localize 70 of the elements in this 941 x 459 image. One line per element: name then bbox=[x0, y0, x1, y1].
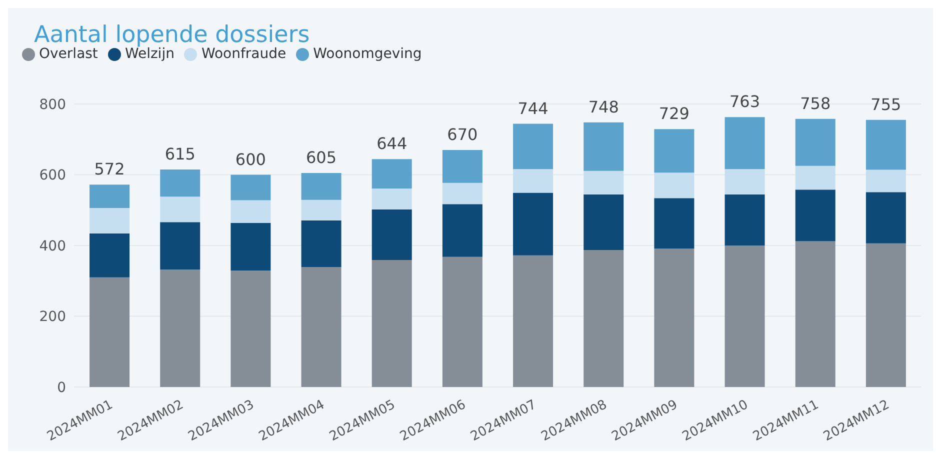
bar bbox=[372, 260, 412, 387]
bar bbox=[230, 222, 271, 271]
bar bbox=[724, 246, 765, 387]
bar bbox=[795, 118, 836, 166]
bar bbox=[90, 277, 130, 387]
y-tick-label: 200 bbox=[39, 309, 66, 326]
legend-label: Welzijn bbox=[124, 46, 174, 62]
bar bbox=[866, 120, 906, 170]
bar bbox=[372, 159, 412, 189]
chart-title: Aantal lopende dossiers bbox=[34, 22, 310, 48]
total-label: 744 bbox=[518, 98, 548, 118]
y-tick-label: 400 bbox=[39, 238, 66, 254]
bar bbox=[160, 196, 200, 222]
bar bbox=[301, 220, 342, 268]
total-label: 763 bbox=[730, 92, 760, 112]
bar bbox=[584, 194, 624, 250]
bar bbox=[230, 200, 271, 223]
y-tick-label: 0 bbox=[57, 380, 66, 396]
total-label: 644 bbox=[376, 134, 408, 154]
bar bbox=[160, 169, 200, 197]
bar bbox=[584, 250, 624, 387]
y-tick-label: 600 bbox=[39, 168, 66, 184]
bar bbox=[442, 204, 482, 257]
bar bbox=[513, 169, 554, 193]
total-label: 615 bbox=[164, 144, 196, 164]
bar bbox=[90, 233, 130, 278]
bar bbox=[654, 172, 694, 198]
total-label: 729 bbox=[658, 104, 690, 124]
bar bbox=[866, 243, 906, 387]
total-label: 572 bbox=[94, 160, 125, 179]
bar bbox=[513, 192, 554, 256]
bar bbox=[372, 209, 412, 260]
bar bbox=[90, 184, 130, 208]
bar bbox=[584, 170, 624, 195]
bar bbox=[301, 267, 342, 387]
legend-label: Woonfraude bbox=[201, 46, 286, 62]
bar bbox=[301, 172, 342, 200]
legend-label: Overlast bbox=[39, 46, 98, 62]
bar bbox=[584, 122, 624, 171]
bar bbox=[442, 182, 482, 204]
bar bbox=[442, 256, 482, 387]
bar bbox=[442, 150, 482, 183]
bar bbox=[160, 222, 200, 270]
bar bbox=[654, 129, 694, 173]
total-label: 748 bbox=[588, 97, 619, 116]
bar bbox=[160, 270, 200, 387]
bar bbox=[301, 200, 342, 220]
bar bbox=[90, 208, 130, 234]
bar bbox=[795, 166, 836, 190]
bar bbox=[866, 192, 906, 244]
bar bbox=[654, 198, 694, 249]
total-label: 670 bbox=[447, 124, 478, 144]
bar bbox=[513, 124, 554, 170]
bar bbox=[372, 188, 412, 210]
bar bbox=[230, 270, 271, 387]
legend-label: Woonomgeving bbox=[313, 46, 422, 62]
bar bbox=[230, 174, 271, 200]
bar bbox=[795, 241, 836, 387]
bar bbox=[724, 169, 765, 195]
bar bbox=[866, 170, 906, 192]
total-label: 755 bbox=[870, 94, 902, 114]
bar bbox=[513, 255, 554, 387]
bar bbox=[724, 194, 765, 246]
bar bbox=[724, 117, 765, 170]
total-label: 758 bbox=[800, 94, 831, 113]
bar bbox=[795, 190, 836, 242]
total-label: 605 bbox=[306, 148, 337, 167]
y-tick-label: 800 bbox=[39, 96, 66, 113]
total-label: 600 bbox=[235, 150, 266, 169]
bar bbox=[654, 248, 694, 387]
